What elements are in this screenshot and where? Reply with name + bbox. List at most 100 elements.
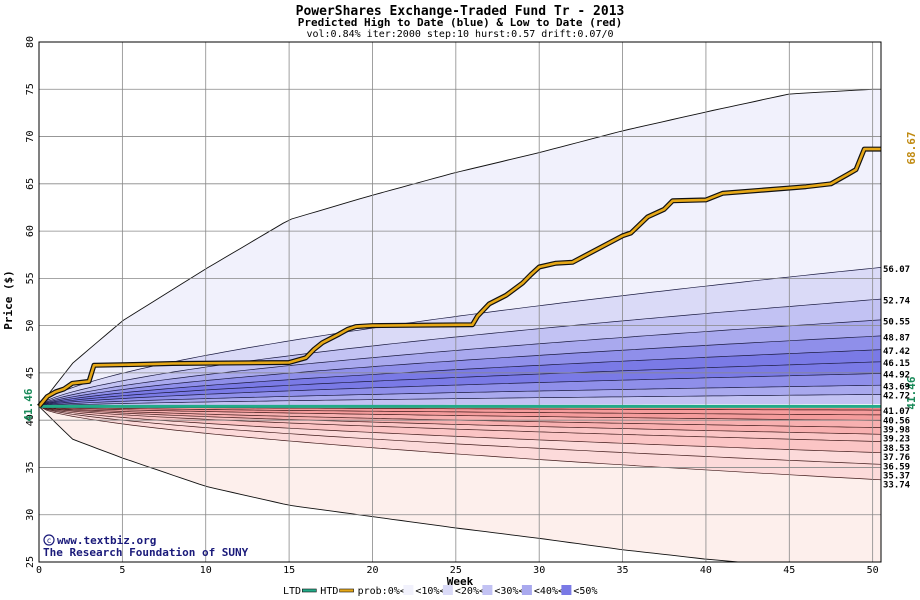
high-quantile-line-6 [38,373,882,407]
high-band-7 [39,373,881,407]
quantile-label-16: 35.37 [883,471,910,481]
copyright-icon [43,534,55,546]
low-quantile-line-5 [38,406,882,442]
y-tick-label-80: 80 [25,36,36,48]
y-tick-label-50: 50 [25,320,36,332]
y-tick-label-55: 55 [25,272,36,284]
high-quantile-line-0 [38,267,882,407]
legend-swatch-6 [561,585,572,595]
high-band-1 [39,267,881,407]
quantile-label-14: 37.76 [883,453,910,463]
legend-label-3: <10%< [415,586,445,597]
quantile-label-12: 39.23 [883,435,910,445]
quantile-label-6: 44.92 [883,371,910,381]
x-tick-label-0: 0 [36,565,42,576]
end-ltd-label: 41.46 [905,376,918,409]
quantile-label-5: 46.15 [883,359,910,369]
high-band-4 [39,335,881,407]
x-tick-label-30: 30 [533,565,545,576]
y-tick-label-35: 35 [25,461,36,473]
x-tick-label-10: 10 [200,565,212,576]
high-quantile-line-5 [38,361,882,407]
legend-label-0: LTD [283,586,301,597]
low-quantile-line-6 [38,406,882,454]
legend-swatch-3 [442,585,453,595]
low-quantile-line-7 [38,406,882,465]
high-quantile-line-7 [38,384,882,407]
x-tick-label-40: 40 [700,565,712,576]
legend-label-6: <40%< [534,586,564,597]
quantile-label-0: 56.07 [883,265,910,275]
y-tick-label-60: 60 [25,225,36,237]
low-band-2 [39,406,881,421]
quantile-label-8: 42.72 [883,391,910,401]
legend-label-5: <30%< [494,586,524,597]
high-quantile-line-2 [38,319,882,407]
high-band-3 [39,319,881,407]
quantile-label-1: 52.74 [883,297,911,307]
plot-frame [38,41,882,563]
low-quantile-line-2 [38,406,882,421]
low-quantile-line-8 [38,406,882,481]
quantile-label-15: 36.59 [883,462,910,472]
low-band-1 [39,406,881,415]
y-tick-label-75: 75 [25,83,36,95]
legend: LTD HTD prob:0%< <10%< <20%< <30%< <40%< <50% [283,585,597,597]
y-tick-label-40: 40 [25,414,36,426]
quantile-label-7: 43.69 [883,382,910,392]
copyright-c: c [47,536,52,545]
low-quantile-line-1 [38,406,881,416]
credit-url: www.textbiz.org [57,534,156,547]
axes: 0 5 10 15 20 25 30 35 40 45 50 25 30 35 40 45 50 55 60 65 70… [25,36,882,576]
probability-bands [38,88,882,563]
series-lines [37,146,881,409]
x-tick-label-50: 50 [867,565,879,576]
low-band-5 [39,406,881,442]
quantile-label-9: 41.07 [883,407,910,417]
low-quantile-line-4 [38,406,882,435]
high-quantile-line-4 [38,349,882,407]
quantile-label-11: 39.98 [883,425,910,435]
y-tick-label-30: 30 [25,509,36,521]
y-tick-label-25: 25 [25,556,36,568]
quantile-label-2: 50.55 [883,317,910,327]
credit-org: The Research Foundation of SUNY [43,546,249,559]
high-quantile-line-3 [38,335,882,407]
x-tick-label-5: 5 [119,565,125,576]
low-band-7 [39,406,881,465]
x-tick-label-15: 15 [283,565,295,576]
y-axis-label: Price ($) [2,270,15,330]
chart-subtitle: Predicted High to Date (blue) & Low to D… [298,16,623,29]
end-htd-label: 68.67 [905,131,918,164]
quantile-label-17: 33.74 [883,481,911,491]
y-tick-label-65: 65 [25,178,36,190]
y-tick-label-45: 45 [25,367,36,379]
quantile-label-3: 48.87 [883,333,910,343]
legend-swatch-5 [521,585,532,595]
x-tick-label-35: 35 [617,565,629,576]
quantile-label-13: 38.53 [883,444,910,454]
legend-swatch-1 [339,588,354,593]
high-max-line [38,88,881,407]
high-band-5 [39,349,881,407]
high-band-9 [39,394,881,407]
legend-label-7: <50% [573,586,597,597]
legend-swatch-4 [482,585,493,595]
low-band-8 [39,406,881,480]
high-quantile-line-1 [38,298,882,407]
x-tick-label-20: 20 [366,565,378,576]
legend-swatch-2 [403,585,414,595]
low-band-3 [39,406,881,428]
htd-line [38,147,881,408]
quantile-label-4: 47.42 [883,347,910,357]
chart-title: PowerShares Exchange-Traded Fund Tr - 20… [296,4,625,19]
x-axis-label: Week [447,575,474,588]
x-tick-label-25: 25 [450,565,462,576]
quantile-label-10: 40.56 [883,416,910,426]
high-band-0 [39,89,881,407]
credit-block: c www.textbiz.org The Research Foundatio… [43,534,249,559]
start-price-label: 41.46 [22,388,35,421]
legend-label-4: <20%< [455,586,485,597]
